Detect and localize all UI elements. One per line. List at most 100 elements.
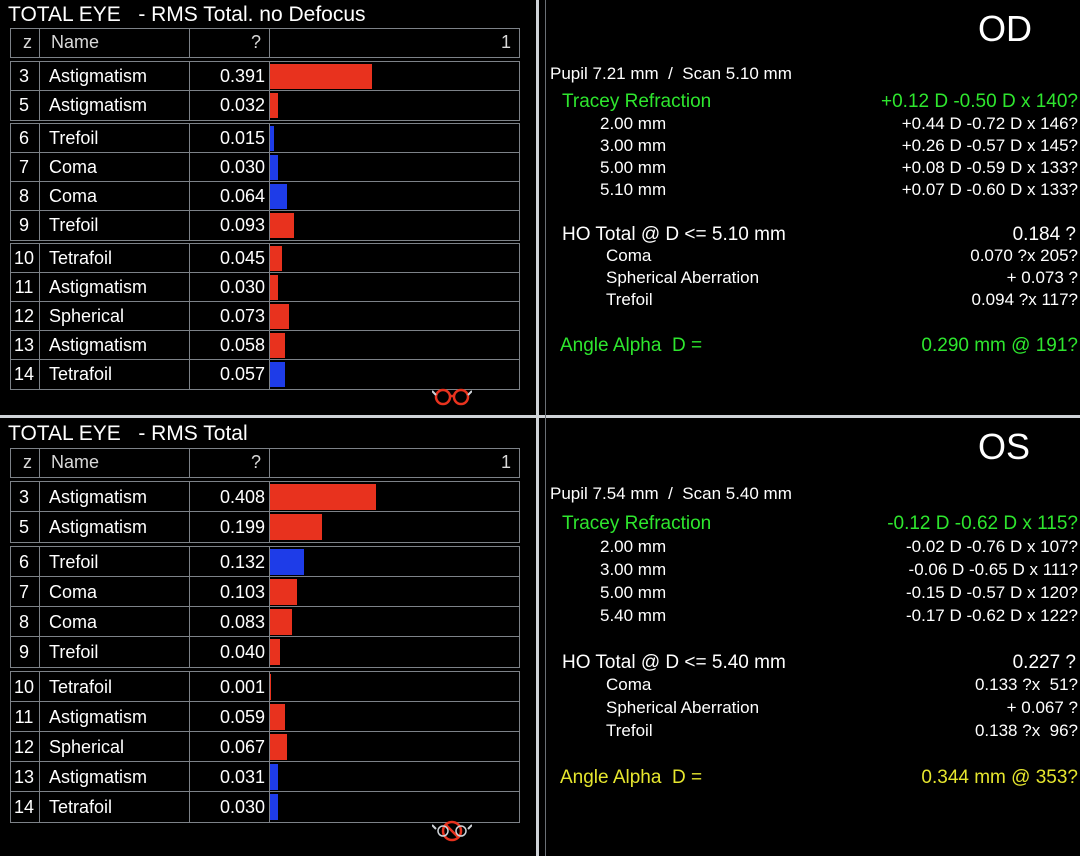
- rms-value: 0.073: [219, 306, 265, 326]
- term-name: Trefoil: [49, 215, 99, 235]
- rms-value: 0.001: [219, 676, 265, 697]
- table-row: 11 Astigmatism 0.059: [11, 702, 519, 732]
- rms-bar: [270, 155, 278, 180]
- coefficient-group: 6 Trefoil 0.015 7 Coma 0.030 8 Coma 0.064 9 Trefoi…: [10, 123, 520, 241]
- coefficient-group: 6 Trefoil 0.132 7 Coma 0.103 8 Coma 0.083 9 Trefoi…: [10, 546, 520, 668]
- term-name: Spherical: [49, 306, 125, 326]
- glasses-icon: [432, 388, 472, 406]
- col-z-header: z: [23, 32, 32, 52]
- refraction-zone-diameter: 3.00 mm: [600, 560, 667, 579]
- rms-value: 0.015: [219, 128, 265, 148]
- col-z-header: z: [23, 452, 32, 472]
- term-name: Tetrafoil: [49, 796, 113, 817]
- zernike-order: 12: [13, 736, 35, 757]
- refraction-zone-value: -0.15 D -0.57 D x 120?: [906, 583, 1078, 602]
- refraction-zone-value: +0.26 D -0.57 D x 145?: [901, 136, 1078, 155]
- zernike-order: 7: [18, 581, 29, 602]
- refraction-zone-diameter: 3.00 mm: [600, 136, 667, 155]
- rms-value: 0.040: [219, 641, 265, 662]
- rms-bar: [270, 304, 289, 329]
- zernike-order: 11: [14, 706, 34, 727]
- rms-bar: [270, 333, 285, 358]
- zernike-order: 9: [18, 215, 29, 235]
- refraction-zone-diameter: 5.00 mm: [600, 583, 667, 602]
- column-divider: [536, 0, 539, 856]
- table-row: 9 Trefoil 0.040: [11, 637, 519, 667]
- rms-bar: [270, 734, 287, 760]
- term-name: Astigmatism: [49, 66, 148, 86]
- zernike-order: 5: [18, 95, 29, 115]
- table-row: 3 Astigmatism 0.408: [11, 482, 519, 512]
- os-alpha-label: Angle Alpha D =: [560, 767, 703, 788]
- zernike-order: 14: [13, 364, 35, 384]
- refraction-zone-diameter: 2.00 mm: [600, 114, 667, 133]
- ho-term-value: + 0.073 ?: [1006, 268, 1078, 287]
- term-name: Spherical: [49, 736, 125, 757]
- rms-value: 0.103: [219, 581, 265, 602]
- ho-term-name: Trefoil: [606, 721, 653, 740]
- refraction-zone-diameter: 5.40 mm: [600, 606, 667, 625]
- zernike-order: 14: [13, 796, 35, 817]
- table-row: 13 Astigmatism 0.031: [11, 762, 519, 792]
- table-row: 5 Astigmatism 0.199: [11, 512, 519, 542]
- zernike-order: 6: [18, 551, 29, 572]
- term-name: Tetrafoil: [49, 364, 113, 384]
- table-row: 8 Coma 0.083: [11, 607, 519, 637]
- rms-bar: [270, 609, 292, 635]
- os-refraction-value: -0.12 D -0.62 D x 115?: [887, 513, 1078, 534]
- od-info-panel: OD Pupil 7.21 mm / Scan 5.10 mm Tracey R…: [548, 0, 1080, 414]
- column-divider-inner: [545, 0, 546, 856]
- zernike-order: 10: [13, 676, 35, 697]
- os-ho-label: HO Total @ D <= 5.40 mm: [562, 652, 786, 673]
- od-alpha-value: 0.290 mm @ 191?: [921, 335, 1078, 356]
- rms-value: 0.199: [219, 516, 265, 537]
- table-row: 10 Tetrafoil 0.045: [11, 244, 519, 273]
- col-scale-left-header: ?: [251, 32, 262, 52]
- zernike-order: 7: [18, 157, 29, 177]
- ho-term-value: 0.070 ?x 205?: [970, 246, 1078, 265]
- coefficient-group: 3 Astigmatism 0.408 5 Astigmatism 0.199: [10, 481, 520, 543]
- table-row: 10 Tetrafoil 0.001: [11, 672, 519, 702]
- refraction-zone-value: -0.06 D -0.65 D x 111?: [908, 560, 1078, 579]
- zernike-order: 10: [13, 248, 35, 268]
- rms-value: 0.030: [219, 796, 265, 817]
- zernike-order: 3: [18, 486, 29, 507]
- term-name: Astigmatism: [49, 277, 148, 297]
- od-refraction-label: Tracey Refraction: [562, 91, 712, 112]
- table-row: 9 Trefoil 0.093: [11, 211, 519, 240]
- refraction-zone-value: -0.02 D -0.76 D x 107?: [906, 537, 1078, 556]
- coefficient-group: 10 Tetrafoil 0.045 11 Astigmatism 0.030 12 Sphe…: [10, 243, 520, 390]
- table-row: 6 Trefoil 0.015: [11, 124, 519, 153]
- ho-term-name: Coma: [606, 675, 652, 694]
- term-name: Astigmatism: [49, 335, 148, 355]
- rms-bar: [270, 549, 304, 575]
- table-row: 12 Spherical 0.073: [11, 302, 519, 331]
- od-pupil-scan: Pupil 7.21 mm / Scan 5.10 mm: [550, 64, 792, 83]
- rms-value: 0.064: [219, 186, 265, 206]
- term-name: Coma: [49, 581, 98, 602]
- rms-value: 0.132: [219, 551, 265, 572]
- section-divider: [0, 415, 1080, 418]
- rms-value: 0.059: [219, 706, 265, 727]
- refraction-zone-value: +0.07 D -0.60 D x 133?: [901, 180, 1078, 199]
- refraction-zone-value: +0.44 D -0.72 D x 146?: [901, 114, 1078, 133]
- rms-value: 0.391: [219, 66, 265, 86]
- term-name: Astigmatism: [49, 516, 148, 537]
- od-refraction-value: +0.12 D -0.50 D x 140?: [881, 91, 1078, 112]
- rms-bar: [270, 275, 278, 300]
- rms-bar: [270, 674, 271, 700]
- rms-value: 0.057: [219, 364, 265, 384]
- rms-value: 0.031: [219, 766, 265, 787]
- term-name: Astigmatism: [49, 486, 148, 507]
- rms-value: 0.083: [219, 611, 265, 632]
- os-refraction-label: Tracey Refraction: [562, 513, 712, 534]
- os-alpha-value: 0.344 mm @ 353?: [921, 767, 1078, 788]
- os-table-panel: TOTAL EYE - RMS Total z Name ? 1 3 Astigm…: [0, 418, 536, 856]
- rms-value: 0.093: [219, 215, 265, 235]
- rms-bar: [270, 639, 280, 665]
- term-name: Astigmatism: [49, 95, 148, 115]
- ho-term-value: 0.094 ?x 117?: [971, 290, 1079, 309]
- term-name: Astigmatism: [49, 766, 148, 787]
- rms-bar: [270, 184, 287, 209]
- zernike-order: 3: [18, 66, 29, 86]
